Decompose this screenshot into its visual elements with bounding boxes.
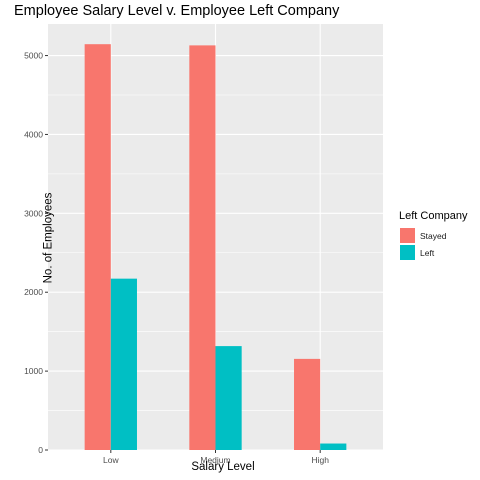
x-tick-label: High	[311, 455, 329, 465]
x-axis: Low Medium High	[103, 450, 329, 465]
legend-key-stayed	[399, 227, 416, 244]
bar-stayed-high	[294, 358, 321, 450]
y-tick-label: 0	[38, 445, 43, 455]
legend-key-left	[399, 244, 416, 261]
legend: Left Company Stayed Left	[399, 210, 479, 261]
x-tick-label: Low	[103, 455, 119, 465]
x-tick-label: Medium	[200, 455, 230, 465]
x-axis-title: Salary Level	[191, 461, 255, 473]
legend-label-stayed: Stayed	[420, 230, 447, 241]
legend-title: Left Company	[399, 210, 468, 222]
y-tick-label: 4000	[24, 129, 43, 139]
bar-left-low	[110, 278, 137, 450]
bars	[84, 44, 347, 451]
y-tick-label: 3000	[24, 208, 43, 218]
bar-stayed-low	[84, 44, 111, 450]
legend-label-left: Left	[420, 247, 435, 258]
bar-stayed-medium	[189, 45, 216, 451]
bar-left-medium	[215, 346, 242, 450]
legend-item-left: Left	[399, 244, 479, 261]
y-tick-label: 2000	[24, 287, 43, 297]
y-tick-label: 5000	[24, 51, 43, 61]
y-tick-label: 1000	[24, 366, 43, 376]
y-axis-title: No. of Employees	[42, 192, 55, 284]
bar-left-high	[320, 443, 347, 450]
y-axis: 0 1000 2000 3000 4000 5000	[24, 51, 48, 455]
chart-title: Employee Salary Level v. Employee Left C…	[14, 3, 340, 19]
legend-item-stayed: Stayed	[399, 227, 479, 244]
